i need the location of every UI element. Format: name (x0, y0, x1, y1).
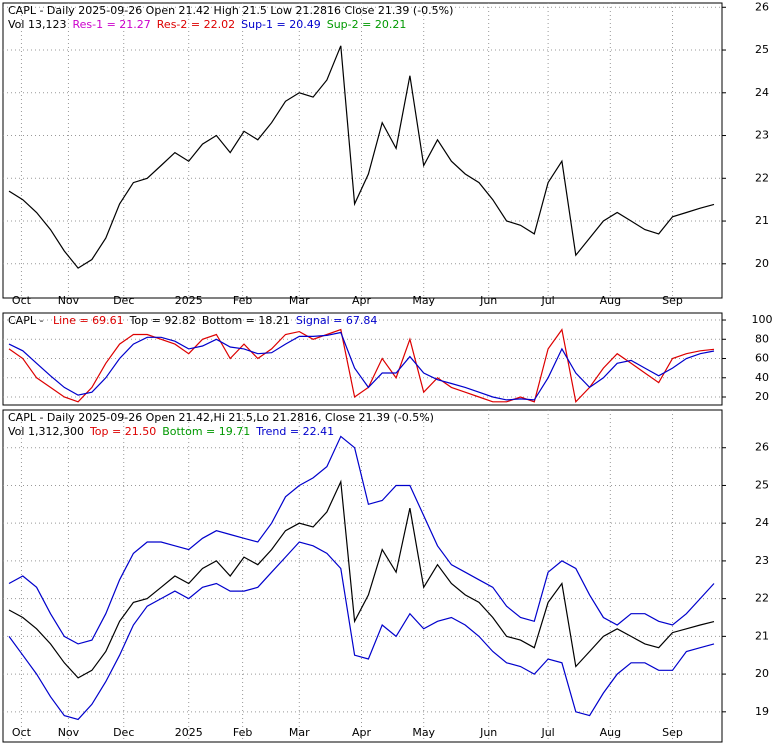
x-tick-label: Nov (58, 294, 80, 307)
x-tick-label: May (412, 726, 435, 739)
x-tick-label: Jun (479, 294, 497, 307)
y-tick-label: 21 (755, 214, 769, 227)
header-item: Trend = 22.41 (255, 425, 334, 438)
y-tick-label: 22 (755, 171, 769, 184)
header-item: Vol 13,123 (8, 18, 66, 31)
header-item: CAPL - Daily 2025-09-26 Open 21.42,Hi 21… (8, 411, 434, 424)
header-item: Top = 92.82 (129, 314, 196, 327)
y-tick-label: 22 (755, 592, 769, 605)
x-tick-label: Dec (113, 294, 134, 307)
y-tick-label: 26 (755, 441, 769, 454)
header-item: Bottom = 19.71 (162, 425, 250, 438)
x-tick-label: Sep (662, 294, 683, 307)
x-tick-label: Aug (600, 294, 621, 307)
y-tick-label: 20 (755, 257, 769, 270)
y-tick-label: 25 (755, 43, 769, 56)
x-tick-label: Apr (352, 726, 372, 739)
panel-header: Vol 1,312,300 Top = 21.50 Bottom = 19.71 Tr… (8, 425, 334, 438)
panel-header: CAPL - Line = 69.61 Top = 92.82 Bottom = 1… (8, 314, 377, 327)
header-item: CAPL - Daily 2025-09-26 Open 21.42 High … (8, 4, 453, 17)
y-tick-label: 19 (755, 705, 769, 718)
y-tick-label: 23 (755, 554, 769, 567)
header-item: Sup-1 = 20.49 (241, 18, 321, 31)
y-tick-label: 23 (755, 129, 769, 142)
y-tick-label: 40 (755, 371, 769, 384)
y-tick-label: 25 (755, 478, 769, 491)
x-tick-label: Aug (600, 726, 621, 739)
y-tick-label: 20 (755, 667, 769, 680)
panel-header: CAPL - Daily 2025-09-26 Open 21.42,Hi 21… (8, 411, 434, 424)
x-tick-label: Feb (233, 294, 252, 307)
x-tick-label: Oct (12, 726, 32, 739)
panel-header: CAPL - Daily 2025-09-26 Open 21.42 High … (8, 4, 453, 17)
header-item: CAPL - (8, 314, 47, 327)
series-line (8, 541, 715, 721)
x-tick-label: Dec (113, 726, 134, 739)
header-item: Sup-2 = 20.21 (327, 18, 407, 31)
x-tick-label: Jul (540, 726, 554, 739)
x-tick-label: Sep (662, 726, 683, 739)
y-tick-label: 80 (755, 332, 769, 345)
y-tick-label: 24 (755, 86, 769, 99)
x-tick-label: May (412, 294, 435, 307)
x-tick-label: Jul (540, 294, 554, 307)
x-tick-label: Feb (233, 726, 252, 739)
panel-frame (2, 2, 723, 299)
series-line (8, 479, 715, 679)
x-tick-label: Jun (479, 726, 497, 739)
series-line (8, 328, 715, 404)
y-tick-label: 60 (755, 352, 769, 365)
header-item: Res-2 = 22.02 (157, 18, 235, 31)
y-tick-label: 24 (755, 516, 769, 529)
y-tick-label: 21 (755, 629, 769, 642)
x-tick-label: Mar (289, 726, 310, 739)
header-item: Res-1 = 21.27 (72, 18, 150, 31)
series-line (8, 331, 715, 401)
header-item: Vol 1,312,300 (8, 425, 84, 438)
y-tick-label: 20 (755, 390, 769, 403)
series-line (8, 45, 715, 269)
x-tick-label: 2025 (175, 294, 203, 307)
x-tick-label: 2025 (175, 726, 203, 739)
header-item: Bottom = 18.21 (202, 314, 290, 327)
header-item: Line = 69.61 (53, 314, 124, 327)
x-tick-label: Oct (12, 294, 32, 307)
y-tick-label: 100 (752, 313, 773, 326)
x-tick-label: Nov (58, 726, 80, 739)
panel-header: Vol 13,123 Res-1 = 21.27 Res-2 = 22.02 Sup-… (8, 18, 406, 31)
series-line (8, 435, 715, 645)
header-item: Top = 21.50 (89, 425, 156, 438)
x-tick-label: Mar (289, 294, 310, 307)
y-tick-label: 26 (755, 0, 769, 13)
panel-frame (2, 409, 723, 743)
header-item: Signal = 67.84 (296, 314, 378, 327)
x-tick-label: Apr (352, 294, 372, 307)
